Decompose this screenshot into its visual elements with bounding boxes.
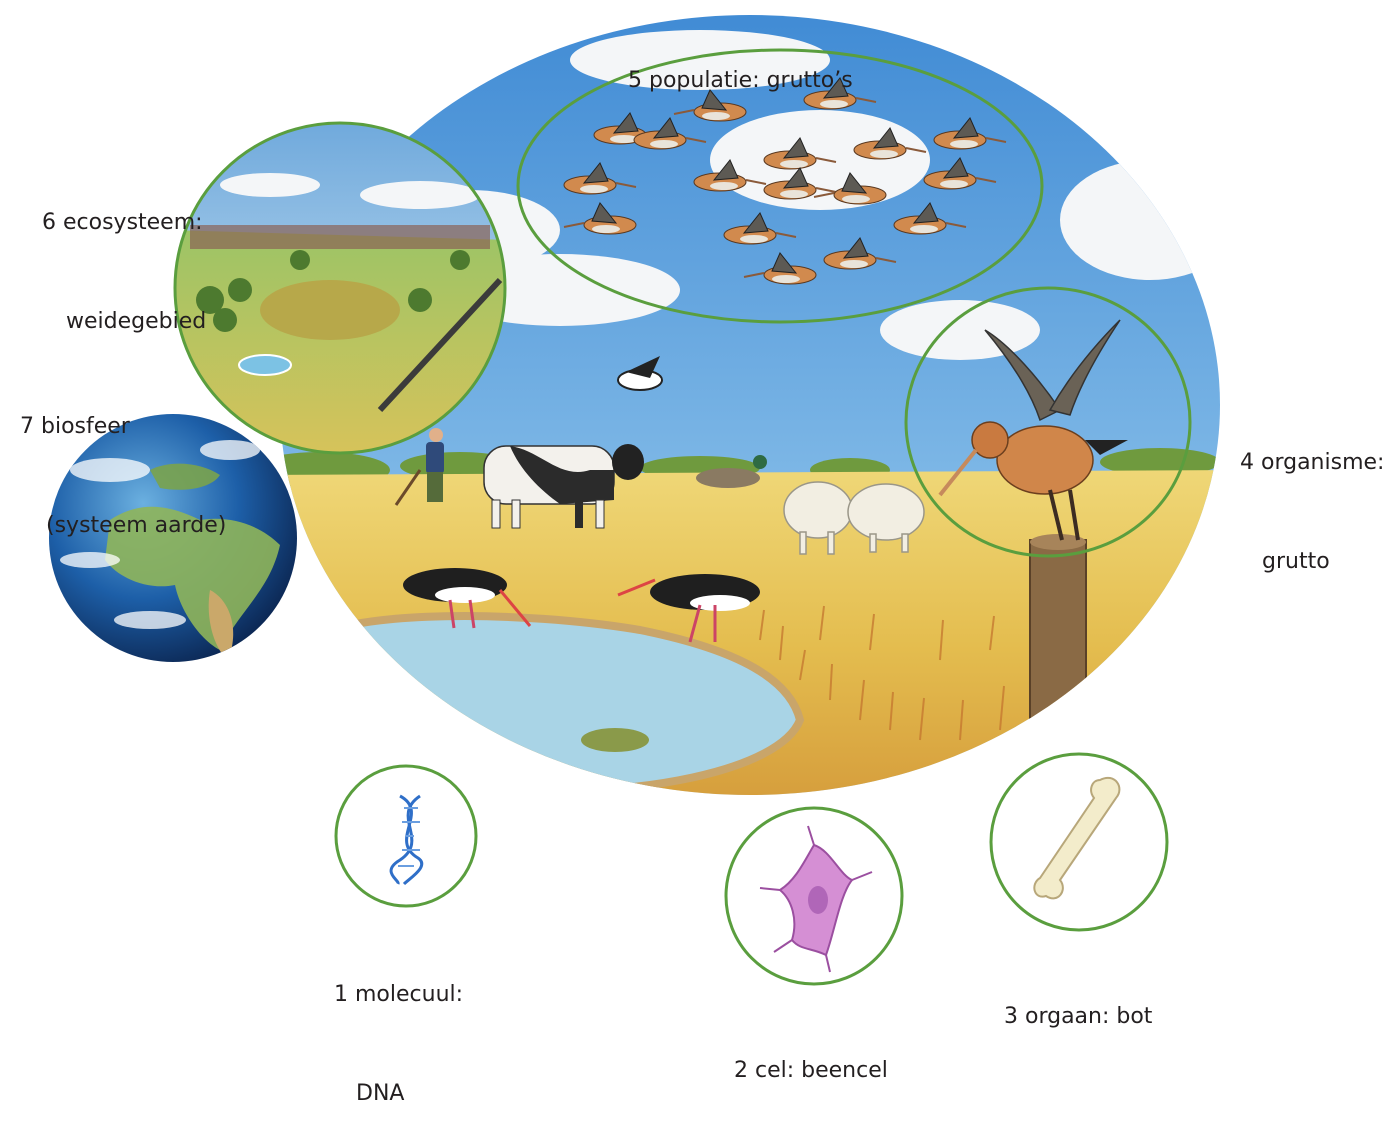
flying-godwit [633, 117, 707, 150]
organism-circle [904, 286, 1192, 558]
flying-duck [696, 455, 767, 488]
label-molecule: 1 molecuul: DNA [334, 912, 463, 1143]
label-ecosystem-line-1: 6 ecosysteem: [42, 210, 203, 235]
flying-godwit [673, 89, 747, 122]
label-ecosystem-line-2: weidegebied [66, 309, 207, 334]
label-biosphere: 7 biosfeer (systeem aarde) [20, 344, 226, 575]
label-biosphere-line-1: 7 biosfeer [20, 414, 130, 439]
label-organism-line-1: 4 organisme: [1240, 450, 1385, 475]
oystercatcher-left [403, 568, 532, 629]
flying-godwit [923, 157, 997, 190]
bone-cell-icon [759, 825, 873, 973]
flying-lapwing [617, 356, 663, 391]
flying-godwit [823, 237, 897, 270]
godwit-flock [563, 77, 1007, 285]
organ-circle [989, 752, 1169, 932]
dna-circle [334, 764, 478, 908]
label-organ-line-1: 3 orgaan: bot [1004, 1004, 1153, 1029]
godwit-on-post [938, 319, 1128, 541]
population-circle [516, 48, 1044, 324]
flying-godwit [563, 202, 637, 235]
label-organ: 3 orgaan: bot [1004, 934, 1152, 1066]
cell-circle [724, 806, 904, 986]
label-population: 5 populatie: grutto’s [628, 0, 853, 130]
flying-godwit [853, 127, 927, 160]
flying-godwit [803, 77, 877, 110]
earth-globe [49, 414, 297, 662]
flying-godwit [743, 252, 817, 285]
flying-godwit [693, 159, 767, 192]
flying-godwit [933, 117, 1007, 150]
farmer [394, 428, 444, 506]
oystercatcher-right [617, 574, 760, 643]
flying-godwit [893, 202, 967, 235]
label-molecule-line-1: 1 molecuul: [334, 982, 464, 1007]
sheep [783, 481, 925, 555]
flying-godwit [723, 212, 797, 245]
flying-godwit [563, 162, 637, 195]
label-biosphere-line-2: (systeem aarde) [46, 513, 227, 538]
flying-godwit [763, 167, 837, 200]
flying-godwit [763, 137, 837, 170]
fence-post [1029, 534, 1087, 741]
bone-icon [1033, 777, 1121, 900]
frog [581, 728, 649, 752]
ecosystem-circle [173, 121, 507, 455]
flying-godwit [813, 172, 887, 205]
cow [483, 444, 644, 529]
label-organism: 4 organisme: grutto [1240, 380, 1384, 611]
label-organism-line-2: grutto [1262, 549, 1330, 574]
biological-organization-diagram [49, 15, 1220, 986]
label-molecule-line-2: DNA [356, 1081, 405, 1106]
label-ecosystem: 6 ecosysteem: weidegebied [42, 140, 206, 371]
label-population-line-1: 5 populatie: grutto’s [628, 68, 853, 93]
dna-icon [389, 794, 424, 886]
label-cell-line-1: 2 cel: beencel [734, 1058, 888, 1083]
label-cell: 2 cel: beencel [734, 988, 888, 1120]
